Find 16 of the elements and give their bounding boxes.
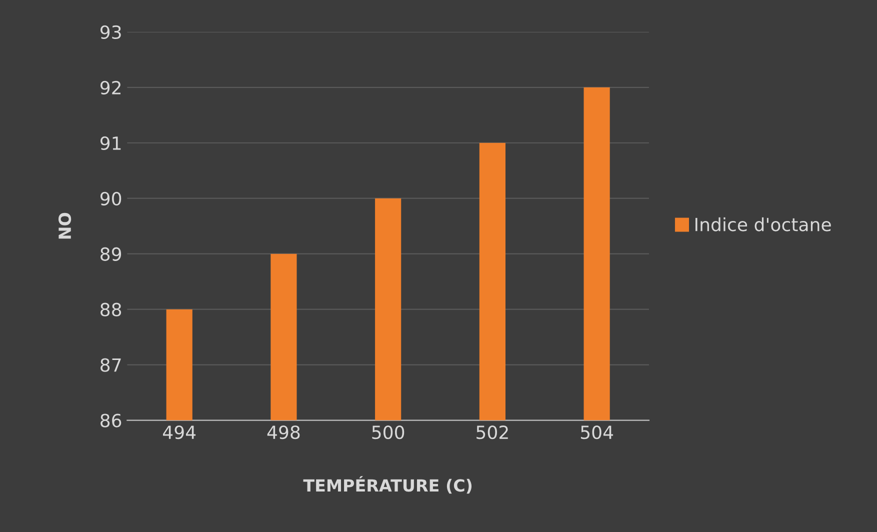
- y-tick-label: 90: [100, 192, 122, 206]
- x-tick-label: 502: [476, 425, 508, 440]
- y-tick-label: 93: [100, 25, 121, 40]
- legend-label: Indice d'octane: [695, 217, 831, 232]
- y-tick-label: 86: [100, 414, 122, 428]
- x-tick-label: 504: [580, 425, 614, 440]
- y-tick-label: 91: [100, 136, 121, 150]
- x-axis-title: TEMPÉRATURE (C): [303, 476, 472, 494]
- x-tick-label: 500: [372, 425, 404, 440]
- y-tick-label: 92: [100, 80, 120, 95]
- y-axis-title: NO: [58, 212, 72, 239]
- y-tick-label: 87: [100, 358, 121, 372]
- y-tick-label: 88: [100, 302, 122, 316]
- x-tick-label: 494: [163, 425, 196, 440]
- y-tick-label: 89: [100, 247, 122, 261]
- x-tick-label: 498: [267, 425, 300, 440]
